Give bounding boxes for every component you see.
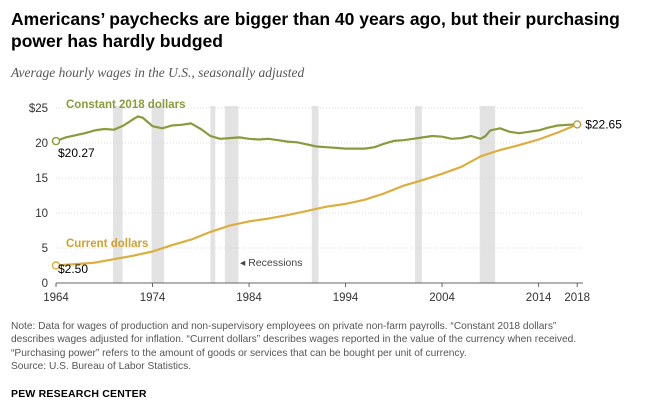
note-line: describes wages adjusted for inflation. … bbox=[11, 334, 577, 346]
x-tick-label: 2018 bbox=[564, 292, 590, 304]
y-tick-label: 15 bbox=[35, 173, 48, 185]
y-tick-label: 0 bbox=[42, 278, 48, 290]
y-tick-label: $25 bbox=[29, 103, 48, 115]
series-line-current-dollars bbox=[55, 123, 578, 267]
x-tick-label: 2014 bbox=[526, 292, 552, 304]
chart-labels: 0 5 10 15 20 $25 1964 1974 1984 1994 2004 2014 2018 C… bbox=[29, 99, 622, 304]
brand-logo-text: PEW RESEARCH CENTER bbox=[11, 388, 147, 400]
recession-band bbox=[151, 106, 165, 283]
note-line: “Purchasing power” refers to the amount … bbox=[11, 347, 467, 359]
recession-bands bbox=[112, 106, 496, 283]
chart-notes: Note: Data for wages of production and n… bbox=[11, 320, 641, 374]
recession-band bbox=[415, 106, 422, 283]
end-marker bbox=[573, 120, 582, 129]
x-tick-label: 1994 bbox=[333, 292, 359, 304]
y-tick-label: 20 bbox=[35, 138, 48, 150]
x-tick-label: 1984 bbox=[236, 292, 262, 304]
chart-subtitle: Average hourly wages in the U.S., season… bbox=[11, 65, 305, 80]
recession-band bbox=[311, 106, 319, 283]
note-line: Note: Data for wages of production and n… bbox=[11, 321, 557, 332]
start-value-current: $2.50 bbox=[58, 262, 88, 276]
series-label-current-dollars: Current dollars bbox=[66, 238, 148, 250]
x-tick-label: 1964 bbox=[43, 292, 69, 304]
series-lines bbox=[55, 115, 578, 267]
end-value-label: $22.65 bbox=[585, 117, 622, 131]
x-tick-label: 2004 bbox=[429, 292, 455, 304]
start-value-constant: $20.27 bbox=[58, 146, 95, 160]
recession-band bbox=[112, 106, 123, 283]
start-marker-constant bbox=[51, 136, 61, 146]
recessions-annotation: ◂ Recessions bbox=[240, 257, 302, 269]
recession-band bbox=[224, 106, 239, 283]
y-tick-label: 5 bbox=[42, 243, 48, 255]
series-line-constant-dollars bbox=[55, 115, 578, 150]
start-marker-current bbox=[51, 261, 61, 270]
gridlines bbox=[55, 107, 583, 287]
recession-band bbox=[479, 106, 496, 283]
chart-title: Americans’ paychecks are bigger than 40 … bbox=[11, 9, 620, 51]
x-tick-label: 1974 bbox=[140, 292, 166, 304]
line-chart: 0 5 10 15 20 $25 1964 1974 1984 1994 2004 2014 2018 C… bbox=[29, 99, 622, 304]
y-tick-label: 10 bbox=[35, 208, 48, 220]
recession-band bbox=[210, 106, 216, 283]
series-label-constant-dollars: Constant 2018 dollars bbox=[66, 99, 186, 111]
source-line: Source: U.S. Bureau of Labor Statistics. bbox=[11, 361, 192, 373]
